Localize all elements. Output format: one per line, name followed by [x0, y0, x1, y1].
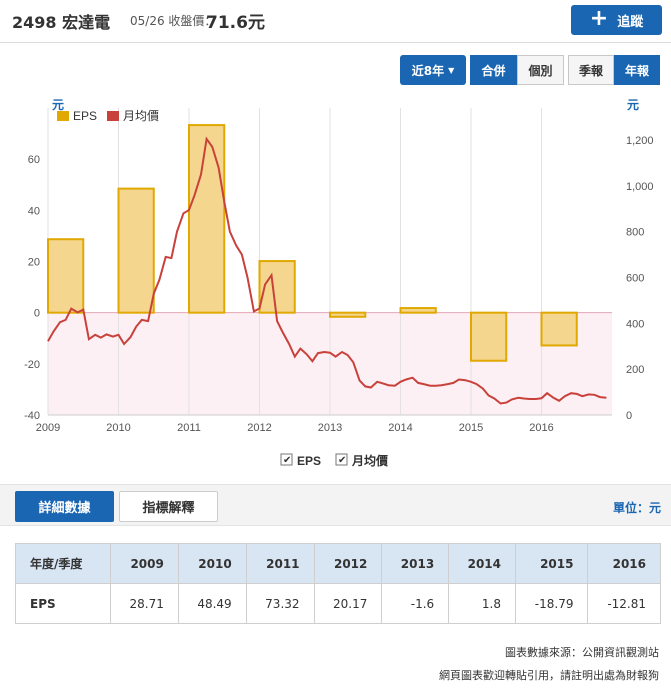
period-label: 近8年 — [411, 63, 445, 78]
x-tick-label: 2015 — [459, 422, 483, 434]
right-tick-label: 200 — [626, 364, 644, 376]
table-header-year: 2011 — [245, 543, 315, 584]
left-tick-label: -40 — [24, 410, 40, 422]
close-price-value: 71.6元 — [206, 13, 265, 33]
table-row-label: EPS — [15, 583, 111, 624]
eps-bar[interactable] — [329, 311, 367, 318]
eps-bar[interactable] — [399, 307, 437, 314]
data-source-text: 圖表數據來源：公開資訊觀測站 — [505, 646, 659, 659]
price-toggle-label: 月均價 — [351, 453, 389, 468]
price-legend-label: 月均價 — [123, 109, 159, 123]
right-tick-label: 400 — [626, 318, 644, 330]
table-header-year: 2012 — [313, 543, 383, 584]
unit-label: 單位：元 — [612, 501, 661, 515]
x-tick-label: 2009 — [36, 422, 60, 434]
table-header-year: 2016 — [587, 543, 661, 584]
left-tick-label: 60 — [28, 154, 40, 166]
source-note: 圖表數據來源：公開資訊觀測站 網頁圖表歡迎轉貼引用，請註明出處為財報狗 — [439, 641, 659, 687]
right-tick-label: 1,200 — [626, 135, 654, 147]
table-header-row: 年度/季度 2009 2010 2011 2012 2013 2014 2015 2016 — [15, 543, 661, 584]
period-dropdown[interactable]: 近8年 ▼ — [400, 55, 466, 85]
x-tick-label: 2011 — [177, 422, 201, 434]
x-tick-label: 2014 — [388, 422, 412, 434]
left-tick-label: 20 — [28, 257, 40, 269]
eps-toggle[interactable]: ✔ EPS — [280, 453, 321, 468]
left-axis-unit: 元 — [52, 98, 64, 112]
right-tick-label: 600 — [626, 273, 644, 285]
annual-button[interactable]: 年報 — [614, 55, 660, 85]
eps-bar[interactable] — [470, 311, 508, 362]
table-header-year: 2010 — [177, 543, 247, 584]
table-header-year: 2013 — [381, 543, 450, 584]
track-label: 追蹤 — [617, 14, 644, 30]
price-line — [47, 136, 607, 405]
caret-down-icon: ▼ — [448, 65, 455, 75]
eps-bar[interactable] — [540, 311, 578, 347]
table-cell-eps: 48.49 — [177, 583, 247, 624]
detail-tabs-bar: 詳細數據 指標解釋 單位：元 — [0, 484, 671, 526]
right-tick-label: 800 — [626, 227, 644, 239]
x-tick-label: 2013 — [318, 422, 342, 434]
quarterly-button[interactable]: 季報 — [568, 55, 614, 85]
x-tick-label: 2010 — [106, 422, 130, 434]
right-tick-label: 0 — [626, 410, 632, 422]
eps-legend-label: EPS — [73, 109, 97, 123]
price-toggle[interactable]: ✔ 月均價 — [335, 453, 389, 468]
plus-icon: + — [589, 6, 609, 31]
table-cell-eps: 73.32 — [245, 583, 315, 624]
tab-indicator-explain[interactable]: 指標解釋 — [119, 491, 218, 522]
table-header-year: 2014 — [448, 543, 516, 584]
separate-button[interactable]: 個別 — [517, 55, 564, 85]
x-tick-label: 2012 — [247, 422, 271, 434]
table-cell-eps: 1.8 — [448, 583, 516, 624]
close-price-label: 05/26 收盤價： — [130, 14, 217, 28]
left-tick-label: -20 — [24, 359, 40, 371]
tab-detail-data[interactable]: 詳細數據 — [15, 491, 114, 522]
eps-bar[interactable] — [188, 124, 226, 314]
left-tick-label: 0 — [34, 308, 40, 320]
table-cell-eps: 28.71 — [110, 583, 179, 624]
citation-notice: 網頁圖表歡迎轉貼引用，請註明出處為財報狗 — [439, 669, 659, 682]
table-header-year: 2015 — [514, 543, 589, 584]
x-tick-label: 2016 — [529, 422, 553, 434]
check-icon: ✔ — [283, 455, 291, 466]
right-tick-label: 1,000 — [626, 181, 654, 193]
series-toggle: ✔ EPS ✔ 月均價 — [280, 453, 389, 468]
eps-legend-swatch — [57, 111, 69, 121]
table-cell-eps: -18.79 — [514, 583, 589, 624]
stock-header: 2498 宏達電 05/26 收盤價： 71.6元 + 追蹤 — [0, 0, 671, 43]
eps-table: 年度/季度 2009 2010 2011 2012 2013 2014 2015 2016 E… — [15, 543, 661, 624]
eps-bar[interactable] — [117, 187, 155, 314]
table-header-year: 2009 — [110, 543, 179, 584]
table-header-label: 年度/季度 — [15, 543, 111, 584]
table-cell-eps: -12.81 — [587, 583, 661, 624]
check-icon: ✔ — [338, 455, 346, 466]
table-cell-eps: 20.17 — [313, 583, 383, 624]
eps-bar[interactable] — [47, 238, 85, 314]
price-legend-swatch — [107, 111, 119, 121]
report-period-toggle: 季報 年報 — [568, 55, 660, 85]
stock-title: 2498 宏達電 — [12, 13, 111, 32]
table-row: EPS 28.71 48.49 73.32 20.17 -1.6 1.8 -18.79 -12… — [15, 583, 661, 624]
eps-checkbox[interactable] — [280, 453, 293, 466]
table-cell-eps: -1.6 — [381, 583, 450, 624]
report-scope-toggle: 合併 個別 — [470, 55, 564, 85]
right-axis-unit: 元 — [627, 98, 639, 112]
eps-toggle-label: EPS — [297, 454, 321, 468]
merge-button[interactable]: 合併 — [470, 55, 517, 85]
left-tick-label: 40 — [28, 205, 40, 217]
track-button[interactable]: + 追蹤 — [571, 5, 662, 35]
chart-legend: EPS 月均價 — [57, 109, 159, 123]
price-checkbox[interactable] — [335, 453, 348, 466]
